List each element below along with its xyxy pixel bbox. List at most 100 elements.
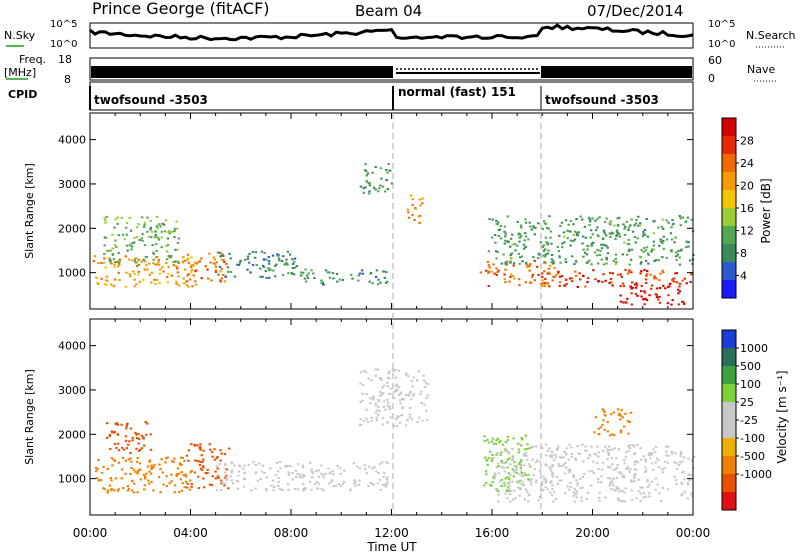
- data-cell: [637, 490, 640, 493]
- data-cell: [545, 480, 548, 482]
- data-cell: [499, 440, 502, 442]
- data-cell: [550, 454, 554, 457]
- data-cell: [166, 281, 170, 284]
- data-cell: [162, 483, 165, 486]
- data-cell: [149, 448, 153, 451]
- data-cell: [221, 253, 224, 256]
- data-cell: [352, 462, 355, 465]
- data-cell: [269, 467, 272, 470]
- data-cell: [215, 465, 219, 468]
- data-cell: [606, 421, 609, 424]
- data-cell: [216, 456, 219, 458]
- data-cell: [220, 277, 223, 280]
- data-cell: [635, 497, 638, 500]
- data-cell: [276, 253, 279, 256]
- data-cell: [272, 489, 275, 492]
- data-cell: [584, 285, 587, 288]
- data-cell: [608, 232, 611, 235]
- data-cell: [113, 226, 116, 229]
- data-cell: [680, 481, 683, 484]
- data-cell: [626, 468, 629, 471]
- data-cell: [368, 192, 371, 195]
- data-cell: [628, 269, 631, 272]
- data-cell: [575, 218, 578, 220]
- data-cell: [678, 290, 682, 293]
- data-cell: [261, 275, 264, 278]
- data-cell: [614, 468, 617, 471]
- data-cell: [130, 259, 134, 262]
- data-cell: [391, 368, 395, 371]
- data-cell: [151, 465, 154, 468]
- data-cell: [170, 473, 173, 476]
- data-cell: [648, 495, 651, 498]
- nave-label: Nave: [747, 63, 775, 76]
- data-cell: [497, 221, 500, 224]
- data-cell: [314, 483, 317, 485]
- data-cell: [125, 447, 128, 450]
- data-cell: [496, 452, 499, 455]
- data-cell: [679, 217, 682, 220]
- colorbar-tick-label: 24: [740, 157, 754, 170]
- data-cell: [271, 254, 275, 257]
- data-cell: [316, 487, 319, 490]
- data-cell: [590, 244, 593, 247]
- data-cell: [160, 230, 163, 233]
- data-cell: [532, 474, 535, 476]
- data-cell: [138, 280, 141, 283]
- data-cell: [185, 284, 189, 287]
- data-cell: [163, 223, 166, 226]
- data-cell: [310, 269, 313, 272]
- data-cell: [116, 216, 119, 219]
- colorbar-swatch: [722, 384, 736, 402]
- data-cell: [176, 271, 179, 274]
- data-cell: [578, 272, 581, 275]
- data-cell: [375, 416, 378, 419]
- data-cell: [399, 402, 402, 405]
- data-cell: [524, 246, 527, 249]
- data-cell: [511, 468, 515, 471]
- data-cell: [545, 241, 548, 244]
- data-cell: [108, 257, 111, 260]
- data-cell: [146, 230, 149, 233]
- velocity-ylabel: Slant Range [km]: [23, 369, 36, 465]
- data-cell: [121, 233, 125, 236]
- data-cell: [307, 272, 310, 275]
- data-cell: [414, 207, 417, 210]
- data-cell: [410, 398, 413, 401]
- data-cell: [568, 488, 571, 491]
- data-cell: [409, 390, 412, 393]
- data-cell: [369, 397, 372, 400]
- data-cell: [109, 249, 112, 252]
- data-cell: [574, 459, 577, 462]
- data-cell: [164, 461, 167, 464]
- data-cell: [604, 496, 607, 499]
- data-cell: [381, 185, 385, 188]
- data-cell: [384, 190, 387, 193]
- data-cell: [396, 425, 399, 428]
- y-tick-label: 1000: [58, 267, 86, 280]
- data-cell: [515, 465, 518, 468]
- colorbar-swatch: [722, 118, 736, 136]
- data-cell: [114, 477, 118, 480]
- data-cell: [580, 499, 583, 502]
- data-cell: [610, 232, 613, 235]
- data-cell: [679, 451, 683, 454]
- data-cell: [423, 403, 426, 406]
- data-cell: [311, 472, 314, 474]
- data-cell: [536, 459, 539, 462]
- data-cell: [367, 484, 370, 487]
- data-cell: [140, 260, 144, 263]
- data-cell: [267, 260, 271, 263]
- data-cell: [418, 214, 422, 217]
- data-cell: [267, 262, 271, 265]
- data-cell: [291, 258, 294, 261]
- data-cell: [609, 477, 612, 480]
- data-cell: [588, 470, 591, 473]
- data-cell: [544, 253, 547, 256]
- data-cell: [492, 263, 495, 266]
- data-cell: [263, 252, 266, 254]
- data-cell: [563, 472, 567, 475]
- data-cell: [545, 464, 548, 467]
- data-cell: [265, 258, 268, 261]
- data-cell: [558, 479, 561, 482]
